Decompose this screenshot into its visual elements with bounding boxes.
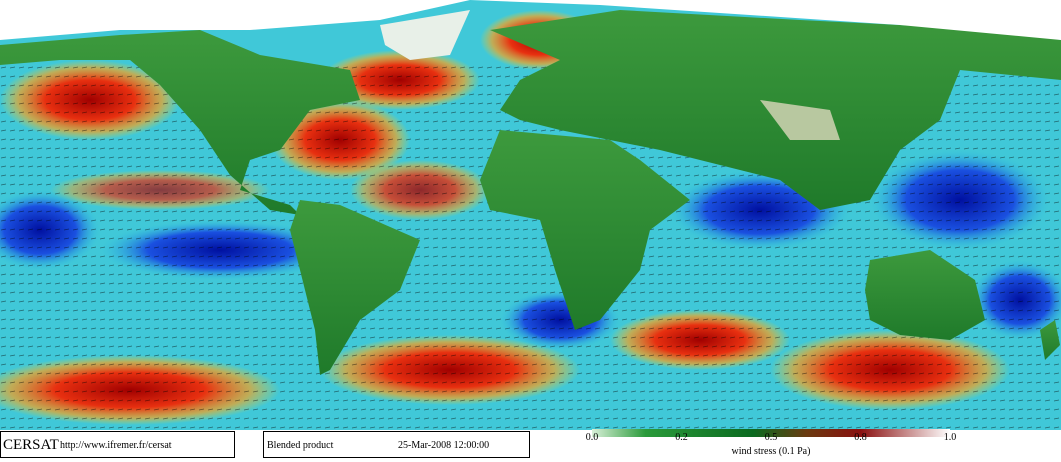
colorbar-ticks: 0.0 0.2 0.5 0.8 1.0 — [586, 432, 957, 443]
source-box — [0, 431, 235, 458]
colorbar-label: wind stress (0.1 Pa) — [732, 446, 811, 457]
product-box — [263, 431, 530, 458]
colorbar-tick-label: 0.8 — [854, 432, 867, 443]
polar-ice — [0, 0, 1061, 40]
product-name: Blended product — [267, 440, 334, 451]
colorbar-tick-label: 0.2 — [675, 432, 688, 443]
wind-field — [0, 10, 1061, 430]
colorbar-tick-label: 0.5 — [765, 432, 778, 443]
colorbar — [592, 429, 950, 437]
source-name: CERSAT — [3, 437, 59, 453]
colorbar-tick-label: 0.0 — [586, 432, 599, 443]
plateau — [760, 100, 840, 140]
timestamp: 25-Mar-2008 12:00:00 — [398, 440, 489, 451]
source-url: http://www.ifremer.fr/cersat — [60, 440, 172, 451]
colorbar-tick-label: 1.0 — [944, 432, 957, 443]
